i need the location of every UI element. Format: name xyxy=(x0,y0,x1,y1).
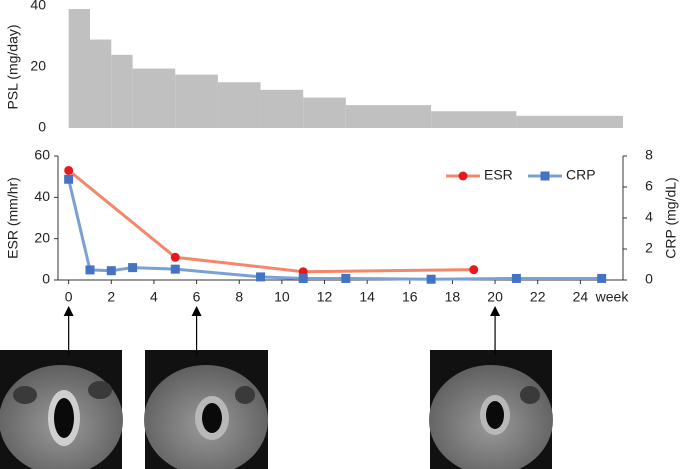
bar xyxy=(111,54,133,128)
marker xyxy=(426,274,436,284)
marker xyxy=(170,264,180,274)
y-axis-label: ESR (mm/hr) xyxy=(5,177,21,259)
bar xyxy=(132,68,176,128)
series-line xyxy=(67,169,474,274)
marker xyxy=(85,265,95,275)
x-tick-label: 24 xyxy=(573,289,589,305)
y-tick-label: 20 xyxy=(30,58,46,74)
marker xyxy=(170,252,180,262)
arrow-head xyxy=(490,306,501,316)
arrow-head xyxy=(191,306,202,316)
y2-tick-label: 0 xyxy=(645,271,653,287)
bar xyxy=(217,82,261,128)
bar xyxy=(89,39,112,128)
marker xyxy=(341,273,351,283)
marker xyxy=(597,273,607,283)
x-axis-label: week xyxy=(595,289,630,305)
x-tick-label: 20 xyxy=(487,289,503,305)
y-tick-label: 40 xyxy=(34,188,50,204)
ct-image xyxy=(429,350,553,469)
marker xyxy=(511,273,521,283)
bar xyxy=(303,97,346,128)
y-tick-label: 60 xyxy=(34,147,50,163)
ct-image xyxy=(0,350,123,469)
x-tick-label: 12 xyxy=(317,289,333,305)
marker xyxy=(64,165,74,175)
legend-label: CRP xyxy=(566,167,596,183)
y2-axis-label: CRP (mg/dL) xyxy=(663,177,679,258)
legend-label: ESR xyxy=(484,167,513,183)
x-tick-label: 22 xyxy=(530,289,546,305)
x-tick-label: 4 xyxy=(150,289,158,305)
marker xyxy=(64,174,74,184)
x-tick-label: 10 xyxy=(274,289,290,305)
y-tick-label: 40 xyxy=(30,0,46,13)
bar xyxy=(345,105,432,128)
series-line xyxy=(67,178,602,281)
arrow-head xyxy=(63,306,74,316)
x-tick-label: 8 xyxy=(235,289,243,305)
bar xyxy=(68,9,90,128)
y2-tick-label: 6 xyxy=(645,178,653,194)
legend-marker xyxy=(458,171,468,181)
bar xyxy=(175,74,218,128)
marker xyxy=(298,273,308,283)
marker xyxy=(106,266,116,276)
bar xyxy=(260,89,304,128)
marker xyxy=(256,272,266,282)
y2-tick-label: 8 xyxy=(645,147,653,163)
y2-tick-label: 2 xyxy=(645,240,653,256)
x-tick-label: 6 xyxy=(193,289,201,305)
y-tick-label: 20 xyxy=(34,229,50,245)
legend-marker xyxy=(540,171,550,181)
x-tick-label: 14 xyxy=(359,289,375,305)
x-tick-label: 2 xyxy=(107,289,115,305)
bar xyxy=(516,115,623,128)
y-tick-label: 0 xyxy=(38,119,46,135)
ct-image xyxy=(144,350,268,469)
y-axis-label: PSL (mg/day) xyxy=(5,24,21,109)
marker xyxy=(128,263,138,273)
y-tick-label: 0 xyxy=(42,271,50,287)
marker xyxy=(469,265,479,275)
bar xyxy=(431,111,517,128)
x-tick-label: 16 xyxy=(402,289,418,305)
y2-tick-label: 4 xyxy=(645,209,653,225)
x-tick-label: 0 xyxy=(65,289,73,305)
x-tick-label: 18 xyxy=(445,289,461,305)
